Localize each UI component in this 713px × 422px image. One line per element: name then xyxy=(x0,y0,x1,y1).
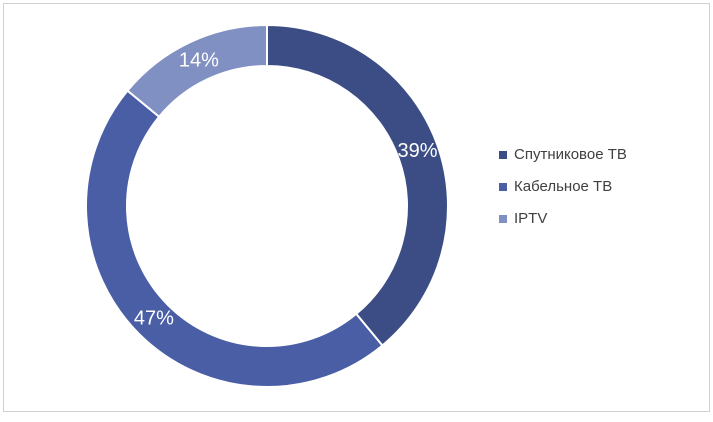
legend-label: IPTV xyxy=(514,210,547,227)
legend-label: Спутниковое ТВ xyxy=(514,146,627,163)
data-label: 14% xyxy=(179,50,219,72)
legend-swatch xyxy=(499,151,507,159)
legend-swatch xyxy=(499,183,507,191)
data-label: 39% xyxy=(398,140,438,162)
data-label: 47% xyxy=(134,307,174,329)
legend-label: Кабельное ТВ xyxy=(514,178,612,195)
donut-slice xyxy=(266,23,449,347)
legend-swatch xyxy=(499,215,507,223)
donut-slice xyxy=(126,23,268,119)
donut-slice xyxy=(85,89,384,388)
